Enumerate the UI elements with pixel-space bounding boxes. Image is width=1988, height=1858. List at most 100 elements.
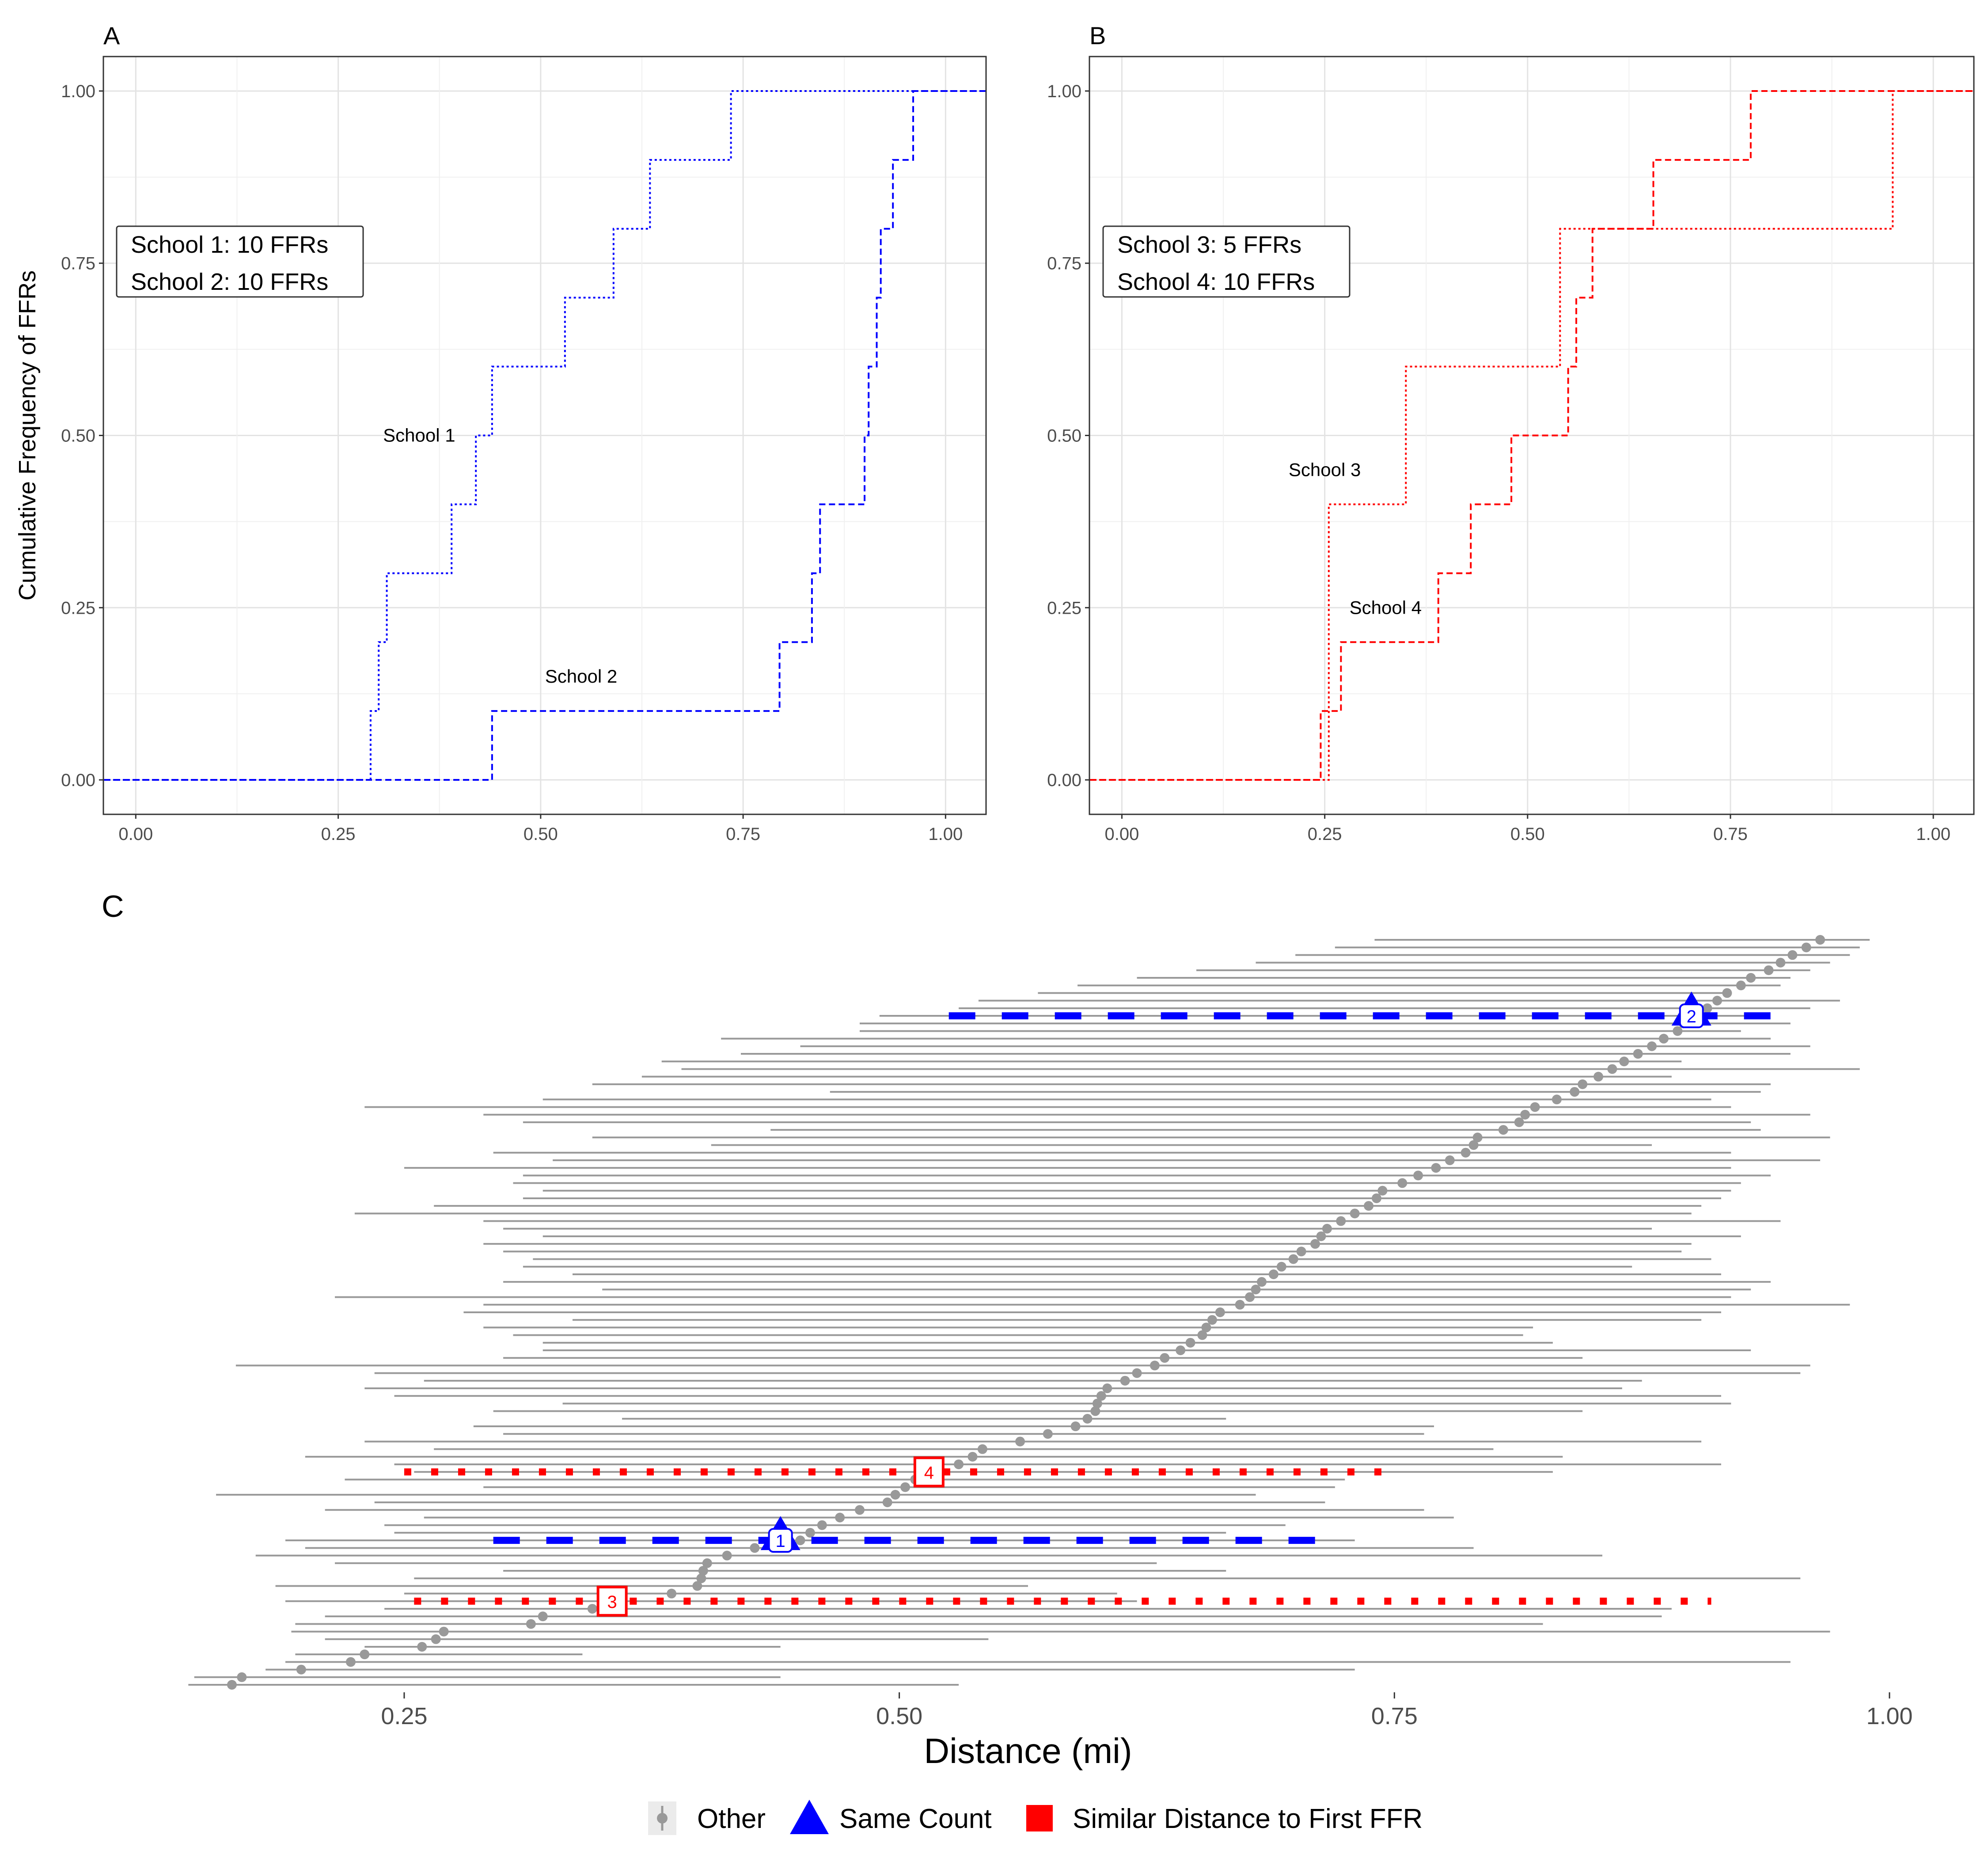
other-center-point [1132, 1368, 1142, 1378]
highlighted-label: 1 [776, 1531, 785, 1551]
other-center-point [1801, 942, 1811, 953]
other-center-point [1350, 1208, 1360, 1219]
y-tick-label: 1.00 [61, 82, 95, 101]
x-tick-label: 0.75 [1713, 825, 1748, 844]
other-center-point [1150, 1360, 1160, 1371]
other-center-point [1445, 1155, 1455, 1165]
other-center-point [1288, 1254, 1298, 1264]
other-center-point [1371, 1193, 1381, 1203]
other-center-point [1092, 1398, 1102, 1409]
other-center-point [1514, 1117, 1524, 1127]
x-tick-label: 0.25 [321, 825, 356, 844]
other-center-point [1498, 1125, 1508, 1135]
other-center-point [1336, 1216, 1346, 1226]
y-tick-label: 0.00 [1047, 771, 1081, 790]
other-center-point [1176, 1345, 1186, 1356]
series-line-school-4 [1089, 90, 1974, 781]
other-center-point [1570, 1087, 1580, 1097]
other-center-point [1090, 1406, 1100, 1416]
x-tick-label: 0.00 [1105, 825, 1139, 844]
other-center-point [696, 1573, 706, 1584]
other-center-point [360, 1649, 370, 1660]
other-center-point [1310, 1239, 1320, 1249]
other-center-point [1185, 1337, 1195, 1348]
other-center-point [1251, 1284, 1261, 1295]
other-center-point [1364, 1201, 1374, 1211]
other-center-point [1776, 957, 1786, 968]
other-center-point [1815, 935, 1825, 945]
legend-box-entry: School 1: 10 FFRs [131, 232, 328, 258]
series-annotation: School 3 [1289, 459, 1361, 480]
other-center-point [854, 1505, 865, 1515]
other-center-point [722, 1550, 732, 1561]
highlighted-label-box [1679, 1003, 1704, 1029]
other-center-point [1633, 1049, 1643, 1059]
other-center-point [1736, 980, 1746, 991]
y-tick-label: 0.25 [61, 598, 95, 618]
other-center-point [1322, 1223, 1332, 1234]
other-center-point [1296, 1246, 1306, 1257]
panel-a: A 0.00 0.25 0.50 0.75 1.00 0.00 0.25 0.50 0.75 1.0… [14, 22, 987, 844]
legend-box-entry: School 2: 10 FFRs [131, 269, 328, 295]
x-tick-label: 0.50 [1510, 825, 1545, 844]
x-tick-label: 1.00 [1866, 1703, 1912, 1729]
series-annotation: School 2 [545, 666, 617, 687]
x-tick-label: 0.00 [118, 825, 153, 844]
y-tick-label: 0.50 [61, 426, 95, 446]
x-tick-label: 0.75 [1371, 1703, 1418, 1729]
other-center-point [667, 1588, 677, 1599]
legend-key-other-point [657, 1813, 668, 1824]
panel-b: B 0.00 0.25 0.50 0.75 1.00 0.00 0.25 0.50 0.75 1.0… [1047, 22, 1975, 844]
other-center-point [1207, 1315, 1217, 1325]
similar-distance-square-marker [596, 1585, 628, 1617]
x-tick-label: 0.50 [876, 1703, 922, 1729]
other-center-point [1245, 1292, 1255, 1302]
other-center-point [227, 1680, 237, 1690]
other-center-point [1658, 1033, 1669, 1044]
x-tick-label: 0.50 [524, 825, 558, 844]
other-center-point [1472, 1132, 1483, 1143]
series-line-school-2 [103, 90, 986, 781]
other-center-point [1619, 1056, 1629, 1067]
other-center-point [1160, 1353, 1170, 1363]
other-center-point [1787, 950, 1798, 960]
other-center-point [1197, 1330, 1207, 1340]
panel-c: C 1 2 3 4 0.25 0.50 0.75 1.00 Distance (mi) [102, 889, 1913, 1771]
legend-box-entry: School 4: 10 FFRs [1117, 269, 1315, 295]
other-center-point [1235, 1299, 1245, 1310]
legend-box: School 3: 5 FFRs School 4: 10 FFRs [1102, 225, 1351, 298]
other-center-point [1256, 1277, 1267, 1287]
series-line-school-1 [103, 90, 986, 781]
panel-c-legend: Other Same Count Similar Distance to First… [648, 1800, 1423, 1835]
other-center-point [1552, 1094, 1562, 1105]
other-center-point [1461, 1147, 1471, 1158]
other-center-point [1096, 1391, 1106, 1401]
other-center-point [439, 1626, 449, 1637]
other-center-point [1520, 1109, 1530, 1120]
other-center-point [882, 1497, 892, 1508]
other-center-point [1468, 1140, 1479, 1150]
other-center-point [795, 1535, 805, 1546]
other-center-point [954, 1459, 964, 1470]
other-center-point [1276, 1261, 1286, 1272]
y-axis-title: Cumulative Frequency of FFRs [14, 270, 41, 600]
x-axis-title: Distance (mi) [924, 1731, 1132, 1771]
other-center-point [1102, 1383, 1112, 1394]
y-tick-label: 0.50 [1047, 426, 1081, 446]
y-tick-label: 0.25 [1047, 598, 1081, 618]
other-center-point [702, 1558, 712, 1568]
series-annotation: School 4 [1350, 597, 1422, 618]
other-center-point [1377, 1185, 1388, 1196]
highlighted-label: 4 [924, 1463, 934, 1482]
other-center-point [1712, 995, 1722, 1006]
other-center-point [1268, 1269, 1279, 1279]
other-center-point [1607, 1064, 1617, 1074]
legend-key-same-count-triangle-icon [790, 1800, 829, 1834]
other-center-point [1082, 1413, 1093, 1424]
other-center-point [977, 1444, 987, 1454]
highlighted-label-box [768, 1528, 793, 1553]
x-tick-label: 0.25 [381, 1703, 427, 1729]
other-center-point [900, 1482, 911, 1492]
other-center-point [1673, 1026, 1683, 1036]
